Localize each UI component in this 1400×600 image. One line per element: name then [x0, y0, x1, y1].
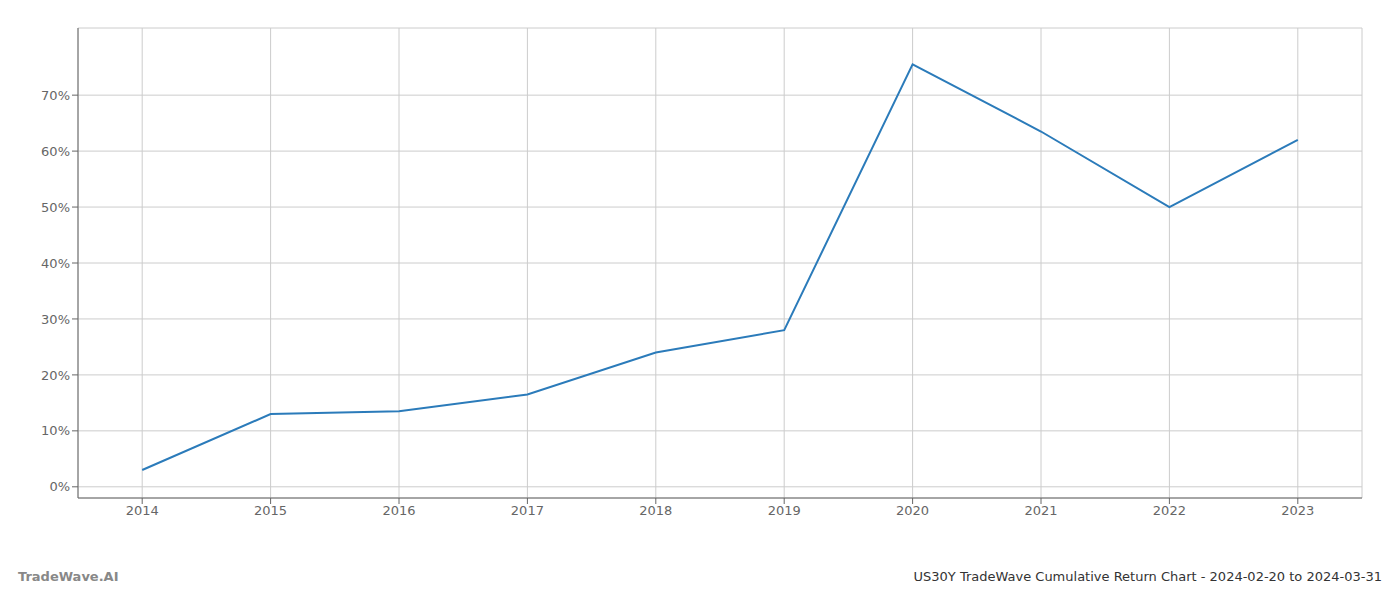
svg-text:2017: 2017 [511, 503, 544, 518]
svg-text:2018: 2018 [639, 503, 672, 518]
svg-text:2021: 2021 [1024, 503, 1057, 518]
svg-text:0%: 0% [49, 479, 70, 494]
svg-text:10%: 10% [41, 423, 70, 438]
svg-text:2023: 2023 [1281, 503, 1314, 518]
svg-text:2015: 2015 [254, 503, 287, 518]
svg-text:40%: 40% [41, 256, 70, 271]
svg-text:2014: 2014 [126, 503, 159, 518]
svg-text:2022: 2022 [1153, 503, 1186, 518]
svg-text:2019: 2019 [768, 503, 801, 518]
html-text:US30Y TradeWave Cumulative Ret: US30Y TradeWave Cumulative Return Chart … [913, 569, 1382, 584]
svg-text:50%: 50% [41, 200, 70, 215]
svg-text:70%: 70% [41, 88, 70, 103]
svg-text:60%: 60% [41, 144, 70, 159]
svg-text:20%: 20% [41, 368, 70, 383]
svg-text:30%: 30% [41, 312, 70, 327]
html-text:TradeWave.AI: TradeWave.AI [18, 569, 119, 584]
svg-text:2020: 2020 [896, 503, 929, 518]
svg-text:2016: 2016 [382, 503, 415, 518]
